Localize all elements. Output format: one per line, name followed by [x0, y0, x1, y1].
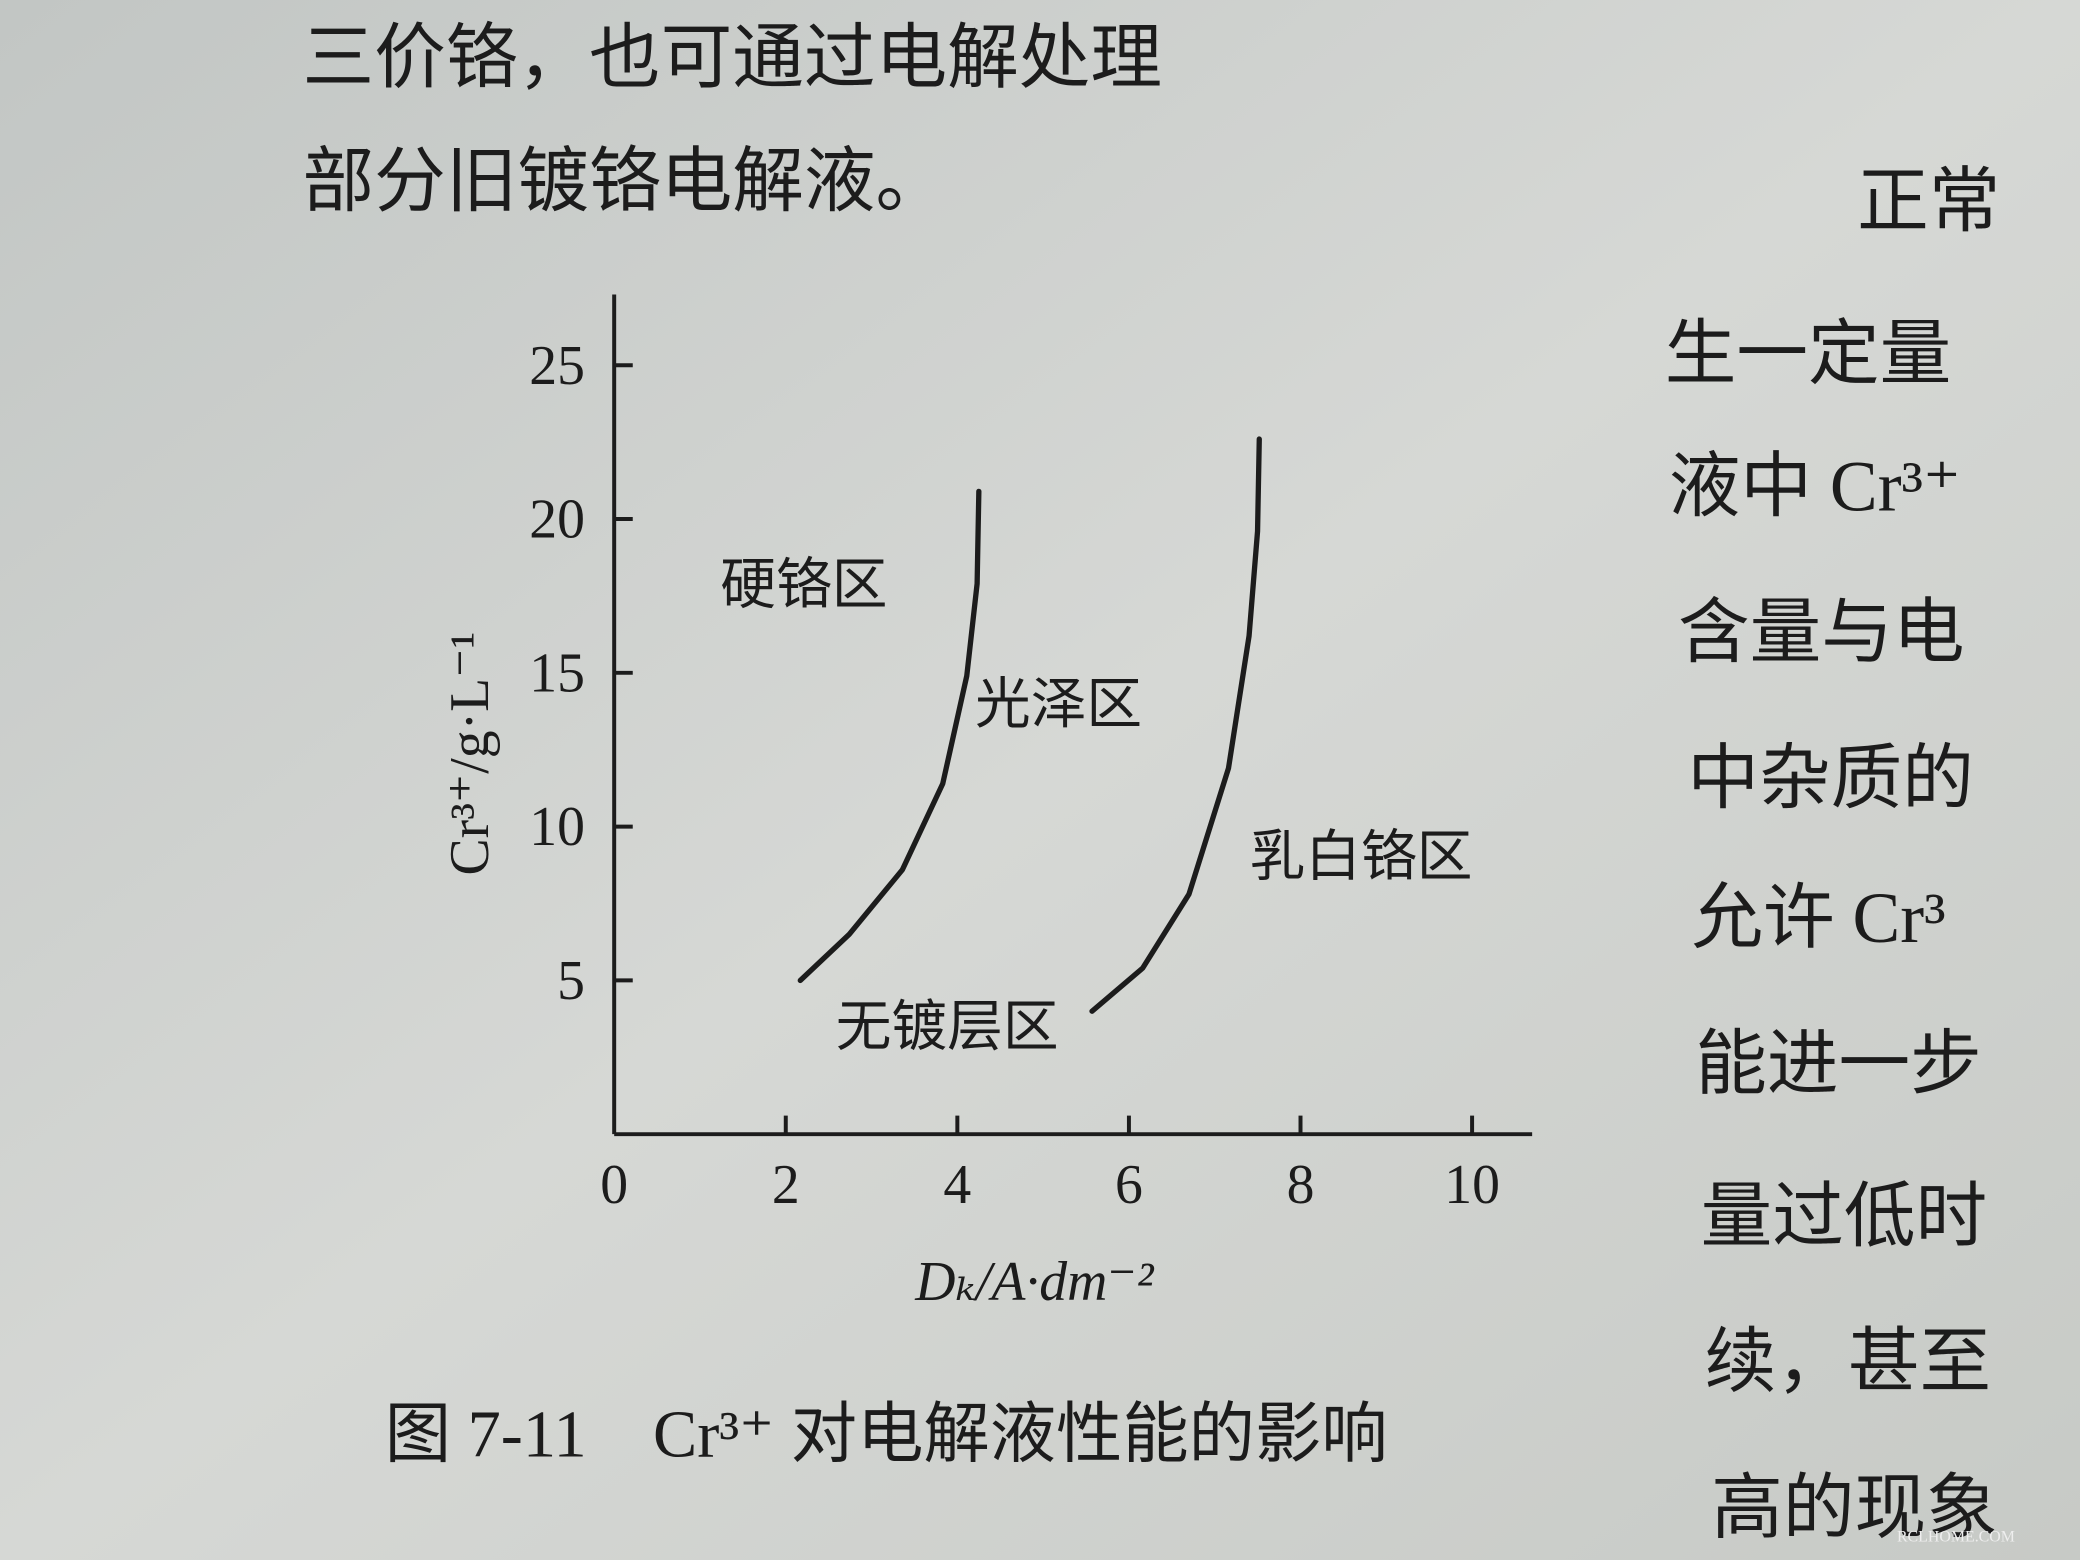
x-tick-label: 6	[1115, 1154, 1143, 1216]
y-tick-label: 20	[529, 489, 585, 551]
body-text: 量过低时	[1701, 1177, 1988, 1256]
body-text: 正常	[1857, 163, 2000, 242]
region-label: 无镀层区	[836, 996, 1059, 1058]
body-text: 续，甚至	[1705, 1323, 1992, 1402]
region-label: 硬铬区	[720, 555, 887, 617]
data-line	[797, 488, 982, 984]
y-tick-label: 10	[529, 796, 585, 858]
region-label: 光泽区	[975, 674, 1142, 736]
figure-caption: 图 7-11 Cr³⁺ 对电解液性能的影响	[385, 1399, 1388, 1472]
y-tick-label: 5	[557, 950, 585, 1012]
body-text: 液中 Cr³⁺	[1669, 448, 1961, 527]
y-axis-label: Cr³⁺/g·L⁻¹	[439, 632, 501, 876]
body-text: 含量与电	[1678, 594, 1965, 673]
data-line	[1089, 436, 1262, 1014]
body-text: 部分旧镀铬电解液。	[302, 143, 947, 222]
body-text: 允许 Cr³	[1691, 879, 1945, 958]
x-axis-label: Dₖ/A·dm⁻²	[914, 1251, 1154, 1313]
y-tick-label: 25	[529, 335, 585, 397]
x-tick-label: 4	[943, 1154, 971, 1216]
x-tick-label: 2	[772, 1154, 800, 1216]
region-label: 乳白铬区	[1250, 827, 1473, 889]
x-tick-label: 10	[1444, 1154, 1500, 1216]
body-text: 高的现象	[1711, 1469, 1998, 1548]
x-tick-label: 0	[600, 1154, 628, 1216]
watermark: RCLHOME.COM	[1897, 1528, 2015, 1545]
body-text: 三价铬，也可通过电解处理	[302, 19, 1162, 98]
x-tick-label: 8	[1287, 1154, 1315, 1216]
body-text: 中杂质的	[1687, 740, 1974, 819]
body-text: 生一定量	[1665, 315, 1952, 394]
y-tick-label: 15	[529, 642, 585, 704]
body-text: 能进一步	[1695, 1025, 1982, 1104]
